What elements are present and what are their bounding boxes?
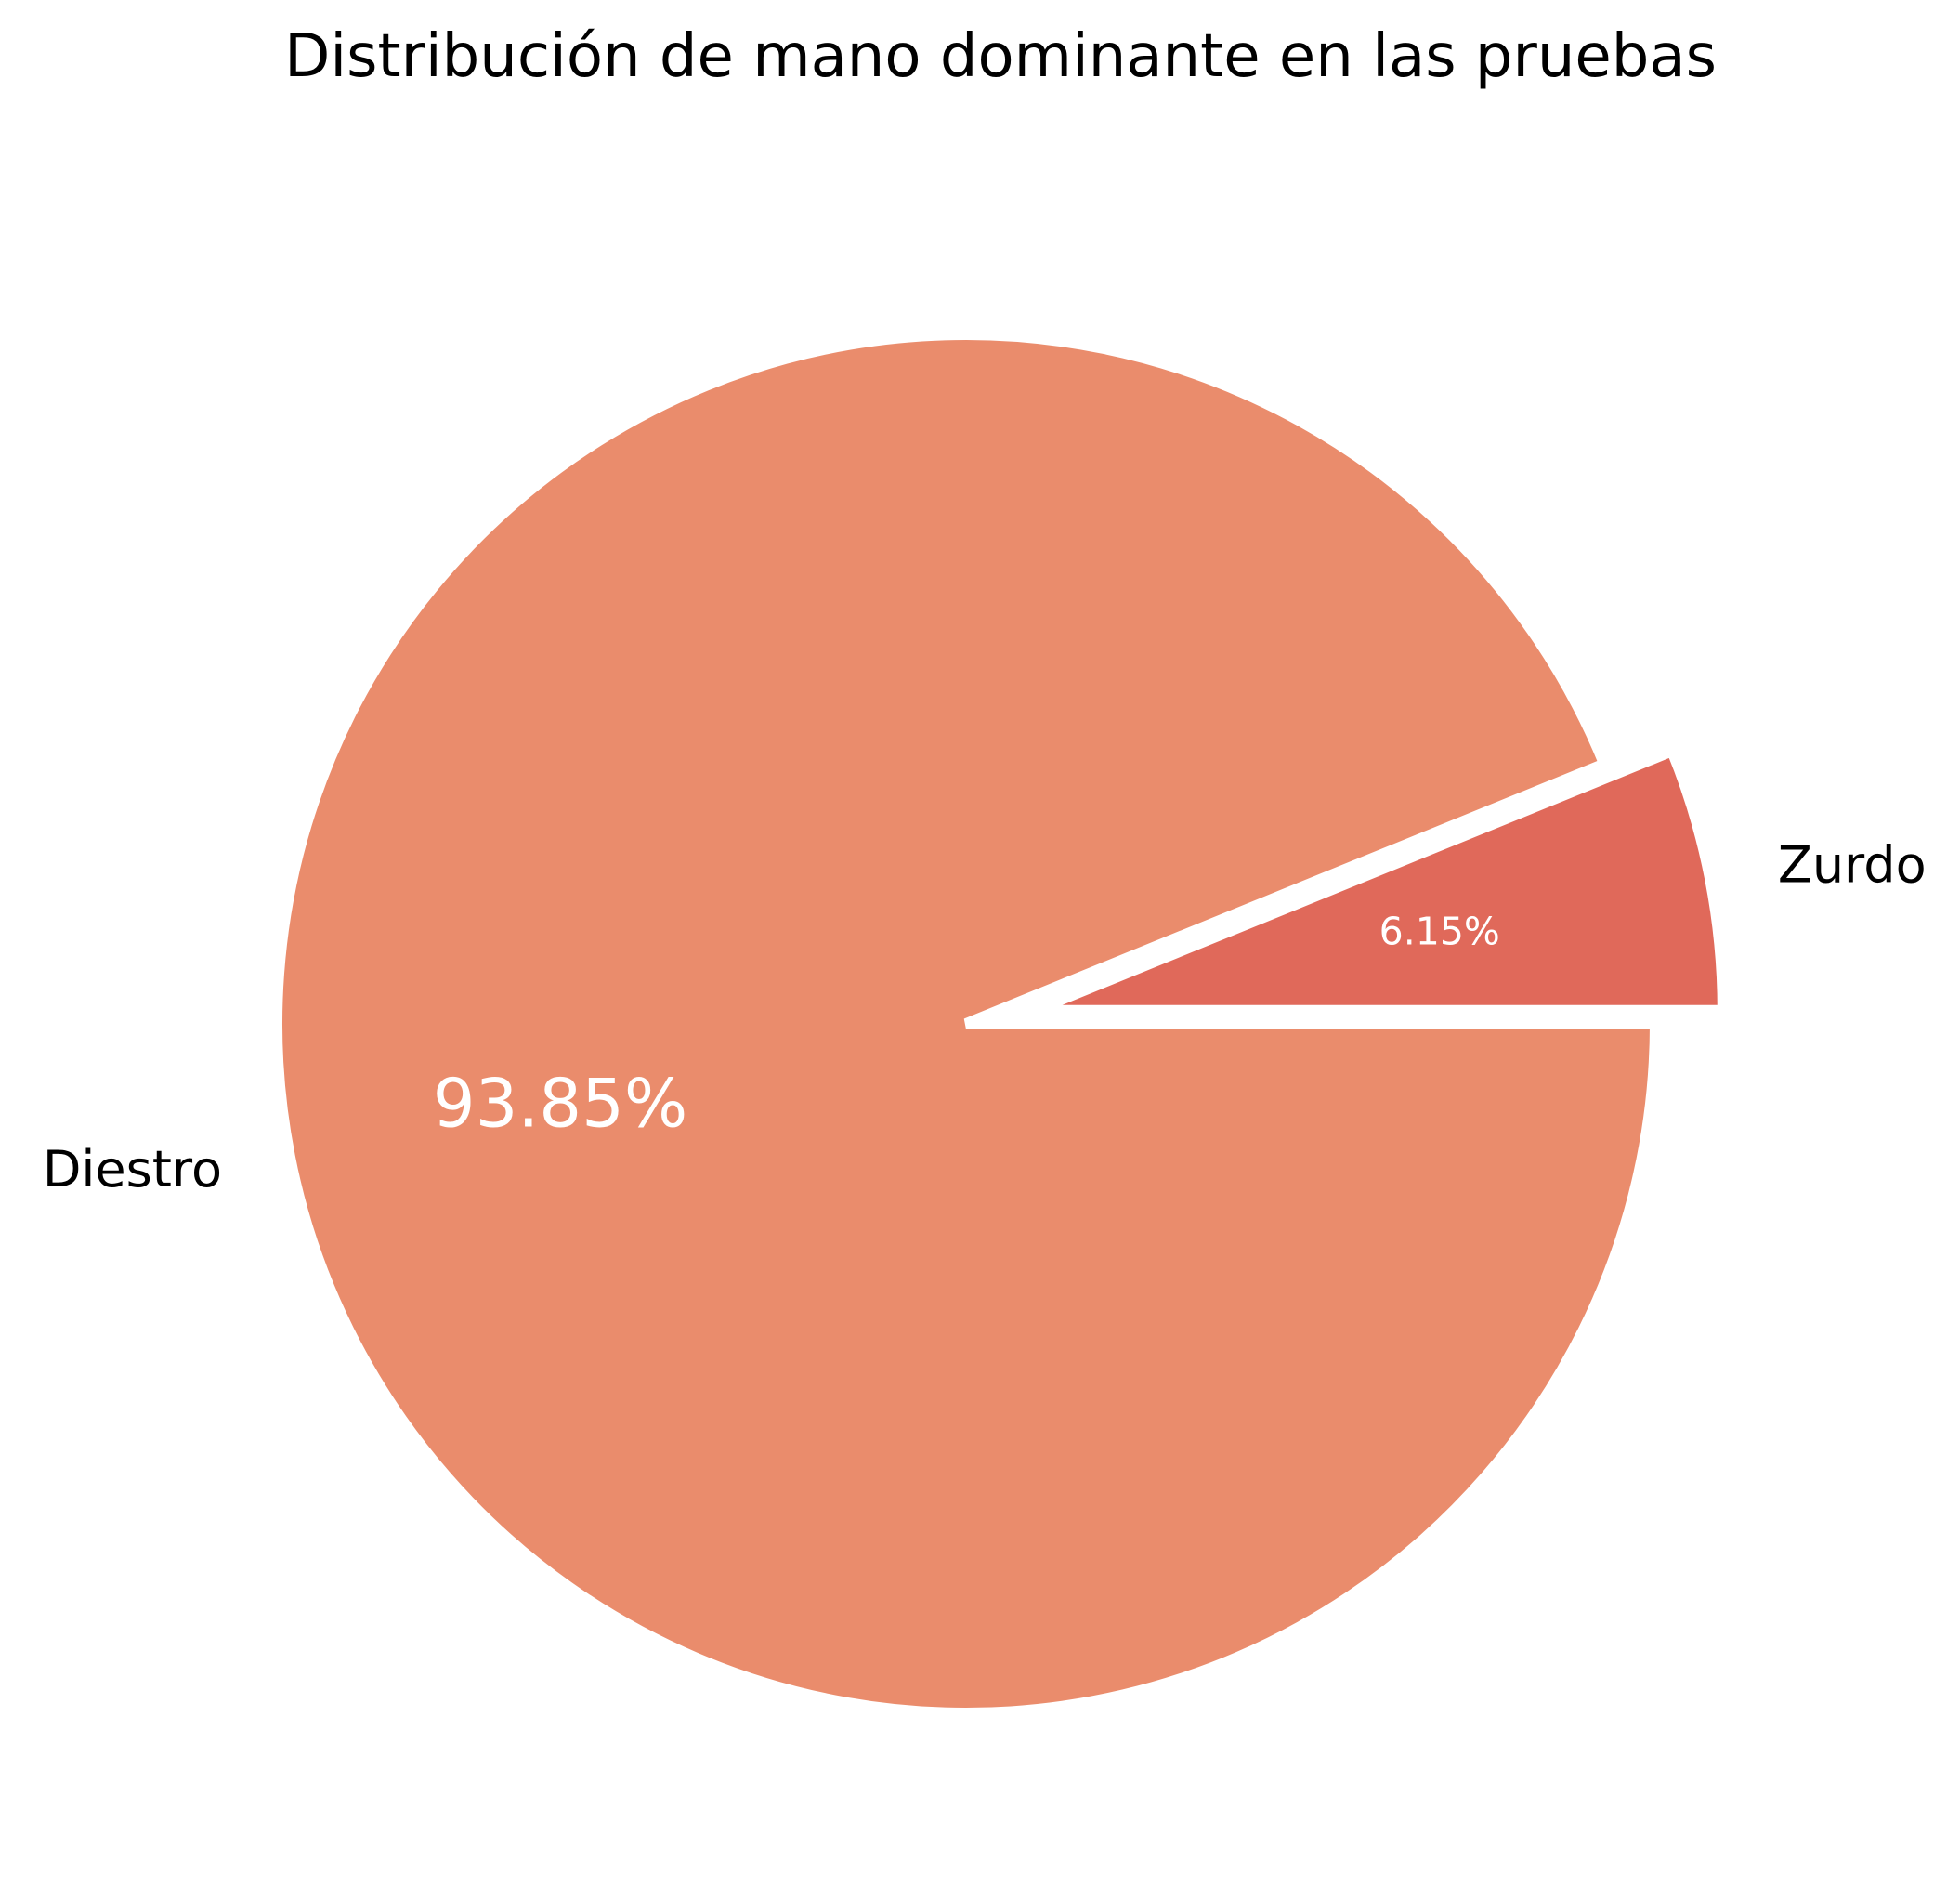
pie-slice-diestro — [271, 329, 1662, 1719]
pie-slice-zurdo — [1031, 743, 1729, 1016]
pie-slices — [271, 329, 1729, 1719]
slice-label-zurdo: Zurdo — [1778, 836, 1927, 895]
pie-labels: Zurdo 6.15% Diestro 93.85% — [43, 836, 1927, 1199]
slice-label-diestro: Diestro — [43, 1140, 222, 1199]
pct-label-zurdo: 6.15% — [1379, 909, 1500, 953]
chart-title: Distribución de mano dominante en las pr… — [284, 22, 1717, 91]
pct-label-diestro: 93.85% — [433, 1064, 688, 1142]
